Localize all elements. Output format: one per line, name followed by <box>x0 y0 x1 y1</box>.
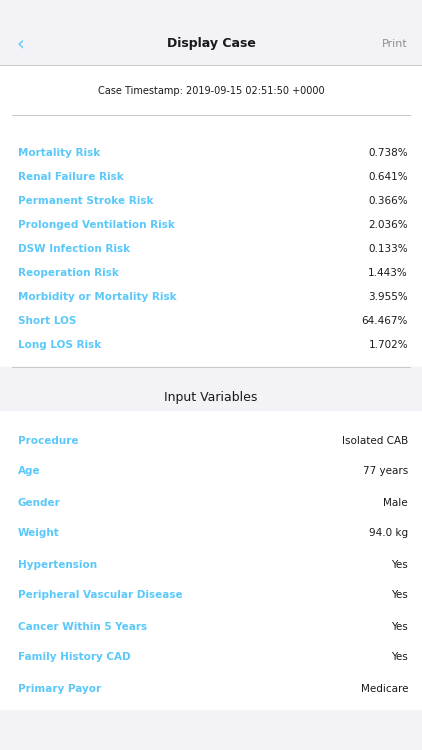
Text: Reoperation Risk: Reoperation Risk <box>18 268 119 278</box>
Text: Gender: Gender <box>18 497 61 508</box>
Text: 0.133%: 0.133% <box>368 244 408 254</box>
Text: 0.641%: 0.641% <box>368 172 408 182</box>
Text: Male: Male <box>383 497 408 508</box>
Text: 0.366%: 0.366% <box>368 196 408 206</box>
Text: Cancer Within 5 Years: Cancer Within 5 Years <box>18 622 147 632</box>
Text: Yes: Yes <box>391 622 408 632</box>
Text: Procedure: Procedure <box>18 436 78 445</box>
Text: Short LOS: Short LOS <box>18 316 76 326</box>
Text: Input Variables: Input Variables <box>164 391 258 404</box>
Text: Mortality Risk: Mortality Risk <box>18 148 100 158</box>
Text: Permanent Stroke Risk: Permanent Stroke Risk <box>18 196 154 206</box>
Text: 64.467%: 64.467% <box>362 316 408 326</box>
Text: Isolated CAB: Isolated CAB <box>342 436 408 445</box>
Text: Hypertension: Hypertension <box>18 560 97 569</box>
Text: 2.036%: 2.036% <box>368 220 408 230</box>
Text: Age: Age <box>18 466 41 476</box>
Text: Prolonged Ventilation Risk: Prolonged Ventilation Risk <box>18 220 175 230</box>
Text: Morbidity or Mortality Risk: Morbidity or Mortality Risk <box>18 292 177 302</box>
Text: Peripheral Vascular Disease: Peripheral Vascular Disease <box>18 590 183 601</box>
Text: Family History CAD: Family History CAD <box>18 652 131 662</box>
Text: 94.0 kg: 94.0 kg <box>369 529 408 538</box>
Text: Case Timestamp: 2019-09-15 02:51:50 +0000: Case Timestamp: 2019-09-15 02:51:50 +000… <box>97 86 325 96</box>
Text: Yes: Yes <box>391 560 408 569</box>
Text: 3.955%: 3.955% <box>368 292 408 302</box>
Text: Yes: Yes <box>391 590 408 601</box>
Text: Print: Print <box>382 39 408 49</box>
Text: DSW Infection Risk: DSW Infection Risk <box>18 244 130 254</box>
Text: ‹: ‹ <box>16 34 24 53</box>
Text: Primary Payor: Primary Payor <box>18 683 101 694</box>
Text: 1.443%: 1.443% <box>368 268 408 278</box>
Text: 1.702%: 1.702% <box>368 340 408 350</box>
Text: 0.738%: 0.738% <box>368 148 408 158</box>
Text: Long LOS Risk: Long LOS Risk <box>18 340 101 350</box>
Text: Medicare: Medicare <box>360 683 408 694</box>
Text: 77 years: 77 years <box>363 466 408 476</box>
Text: Yes: Yes <box>391 652 408 662</box>
Text: Weight: Weight <box>18 529 60 538</box>
Text: Renal Failure Risk: Renal Failure Risk <box>18 172 124 182</box>
Text: Display Case: Display Case <box>167 38 255 50</box>
